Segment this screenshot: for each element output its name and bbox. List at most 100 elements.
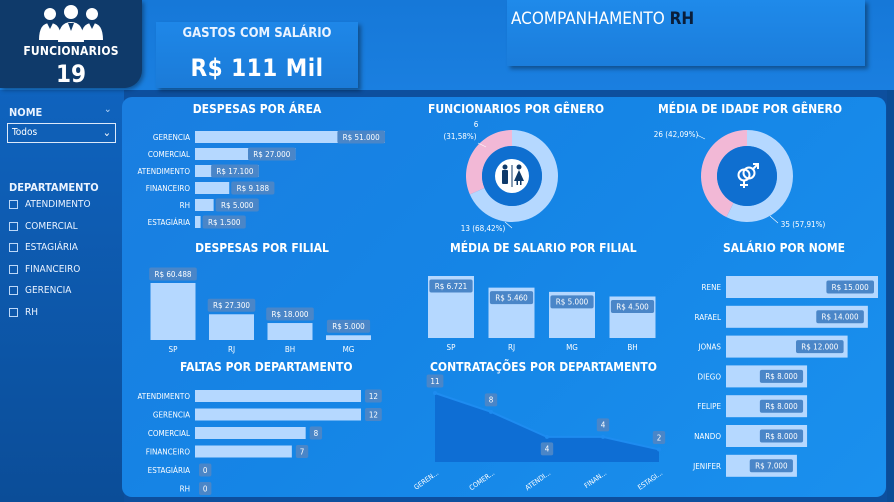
data-label: R$ 5.000 (556, 298, 589, 307)
category-label: RENE (702, 283, 722, 292)
dept-checkbox-comercial[interactable]: COMERCIAL (9, 220, 91, 242)
contratacoes-dept-title: CONTRATAÇÕES POR DEPARTAMENTO (430, 360, 657, 374)
data-label-bg (266, 307, 314, 321)
data-label: R$ 7.000 (755, 462, 788, 471)
departamento-list: ATENDIMENTO COMERCIAL ESTAGIÁRIA FINANCE… (9, 198, 91, 328)
funcionarios-label: FUNCIONARIOS (23, 44, 119, 58)
dept-checkbox-gerencia[interactable]: GERENCIA (9, 284, 91, 306)
data-label: R$ 8.000 (765, 402, 798, 411)
data-label: R$ 6.721 (435, 282, 467, 291)
data-label: R$ 5.000 (221, 201, 254, 210)
despesas-filial-chart: SP R$ 60.488 RJ R$ 27.300 BH R$ 18.000 MG R$ 5.… (149, 267, 371, 354)
dept-checkbox-financeiro[interactable]: FINANCEIRO (9, 263, 91, 285)
checkbox-icon[interactable] (9, 200, 18, 209)
bar (195, 408, 361, 421)
data-label-bg (426, 374, 444, 388)
data-label-bg (596, 418, 610, 432)
category-label: FINAN... (583, 469, 608, 490)
mars-ring (742, 166, 756, 180)
data-label: 8 (314, 429, 319, 438)
data-label: R$ 8.000 (765, 432, 798, 441)
bar (195, 390, 361, 402)
faltas-dept-chart: ATENDIMENTO 12 GERENCIA 12 COMERCIAL 8 FINANCE… (138, 389, 382, 495)
mars-arrow (753, 163, 759, 169)
data-label: R$ 27.000 (253, 150, 290, 159)
dept-checkbox-atendimento[interactable]: ATENDIMENTO (9, 198, 91, 220)
data-label: 4 (601, 421, 606, 430)
data-label-bg (749, 459, 793, 473)
data-label-bg (826, 280, 874, 294)
gastos-label: GASTOS COM SALÁRIO (182, 26, 332, 41)
data-label: 0 (203, 484, 208, 493)
despesas-area-chart: GERENCIA R$ 51.000 COMERCIAL R$ 27.000 ATEND… (138, 130, 385, 229)
category-label: ATENDI... (524, 469, 552, 492)
data-label: R$ 5.000 (332, 322, 365, 331)
donut-slice (700, 130, 747, 218)
data-label-bg (550, 295, 594, 309)
data-label-bg (610, 299, 655, 313)
checkbox-icon[interactable] (9, 264, 18, 274)
data-label-bg (489, 291, 534, 305)
leader-line (696, 134, 706, 140)
data-point (657, 447, 661, 452)
data-label-bg (199, 482, 212, 495)
data-label-bg (484, 393, 498, 407)
data-label: 0 (203, 466, 208, 475)
category-label: ATENDIMENTO (138, 167, 191, 176)
bar (195, 216, 201, 228)
slice-label: 26 (42,09%) (654, 130, 699, 139)
page-title-main: ACOMPANHAMENTO (511, 9, 670, 29)
data-label-bg (149, 267, 197, 281)
category-label: RH (180, 485, 190, 494)
faltas-dept-title: FALTAS POR DEPARTAMENTO (180, 360, 353, 374)
data-label-bg (365, 389, 382, 403)
category-label: MG (566, 343, 578, 352)
checkbox-icon[interactable] (9, 307, 18, 317)
slice-label: 13 (68,42%) (461, 224, 506, 233)
category-label: BH (627, 343, 637, 352)
data-label: 4 (545, 445, 550, 454)
page-title-bold: RH (669, 9, 695, 29)
data-label: 7 (300, 447, 305, 456)
woman-leg (520, 181, 522, 185)
donut-slice (466, 130, 512, 195)
category-label: FELIPE (697, 402, 721, 411)
man-body (502, 170, 508, 184)
data-label-bg (759, 369, 804, 383)
bar (209, 314, 254, 340)
data-label: R$ 15.000 (832, 283, 869, 292)
data-label-bg (207, 298, 256, 312)
funcionarios-value: 19 (55, 60, 87, 88)
checkbox-icon[interactable] (9, 243, 18, 253)
data-label-bg (202, 215, 246, 229)
slice-label: 35 (57,91%) (781, 220, 826, 229)
restroom-divider (511, 165, 513, 187)
checkbox-icon[interactable] (9, 221, 18, 231)
man-head (502, 164, 508, 170)
dept-checkbox-estagiaria[interactable]: ESTAGIÁRIA (9, 241, 91, 263)
salario-filial-title: MÉDIA DE SALARIO POR FILIAL (450, 241, 637, 255)
bar (195, 427, 306, 439)
category-label: ESTAGI... (636, 469, 664, 492)
data-label: 2 (657, 433, 662, 442)
category-label: RAFAEL (695, 313, 721, 322)
data-label-bg (231, 181, 275, 195)
page-title: ACOMPANHAMENTO RH (511, 9, 694, 29)
func-genero-chart: 6 (31,58%) 13 (68,42%) (443, 120, 558, 233)
data-label: 11 (430, 377, 439, 386)
woman-body (514, 170, 524, 181)
chevron-down-icon[interactable]: ⌄ (104, 104, 112, 115)
category-label: ESTAGIÁRIA (148, 216, 190, 227)
bar (150, 283, 196, 340)
people-group-icon (39, 5, 103, 42)
data-label-bg (199, 463, 212, 477)
category-label: JONAS (697, 343, 721, 352)
dropdown-arrow-icon: ⌄ (102, 126, 111, 139)
nome-dropdown[interactable]: Todos ⌄ (7, 123, 116, 143)
func-genero-title: FUNCIONARIOS POR GÊNERO (428, 102, 605, 116)
data-label-bg (247, 147, 296, 161)
dept-checkbox-rh[interactable]: RH (9, 306, 91, 328)
checkbox-icon[interactable] (9, 286, 18, 296)
bar (195, 182, 230, 194)
